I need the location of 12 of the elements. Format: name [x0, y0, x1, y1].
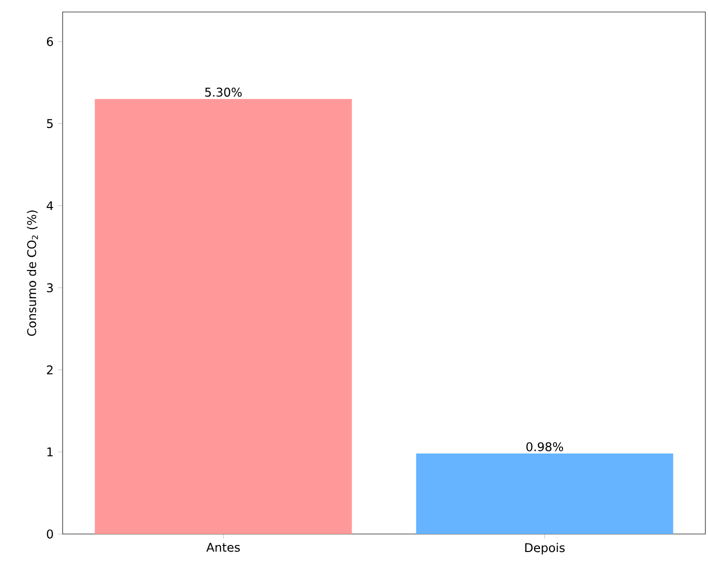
x-tick-label: Antes [206, 542, 240, 552]
y-tick-label: 4 [46, 201, 54, 210]
y-tick-label: 5 [47, 119, 53, 128]
y-tick-label: 1 [47, 448, 53, 456]
y-tick-label: 6 [46, 36, 53, 46]
y-tick-label: 0 [46, 529, 53, 539]
y-axis-title: Consumo de CO$_{2}$ (%) [26, 210, 38, 336]
y-tick-label: 2 [46, 365, 53, 374]
x-tick-label: Depois [525, 542, 565, 555]
y-tick-label: 3 [47, 283, 53, 292]
data-label: 5.30% [205, 88, 242, 97]
data-label: 0.98% [526, 442, 564, 452]
